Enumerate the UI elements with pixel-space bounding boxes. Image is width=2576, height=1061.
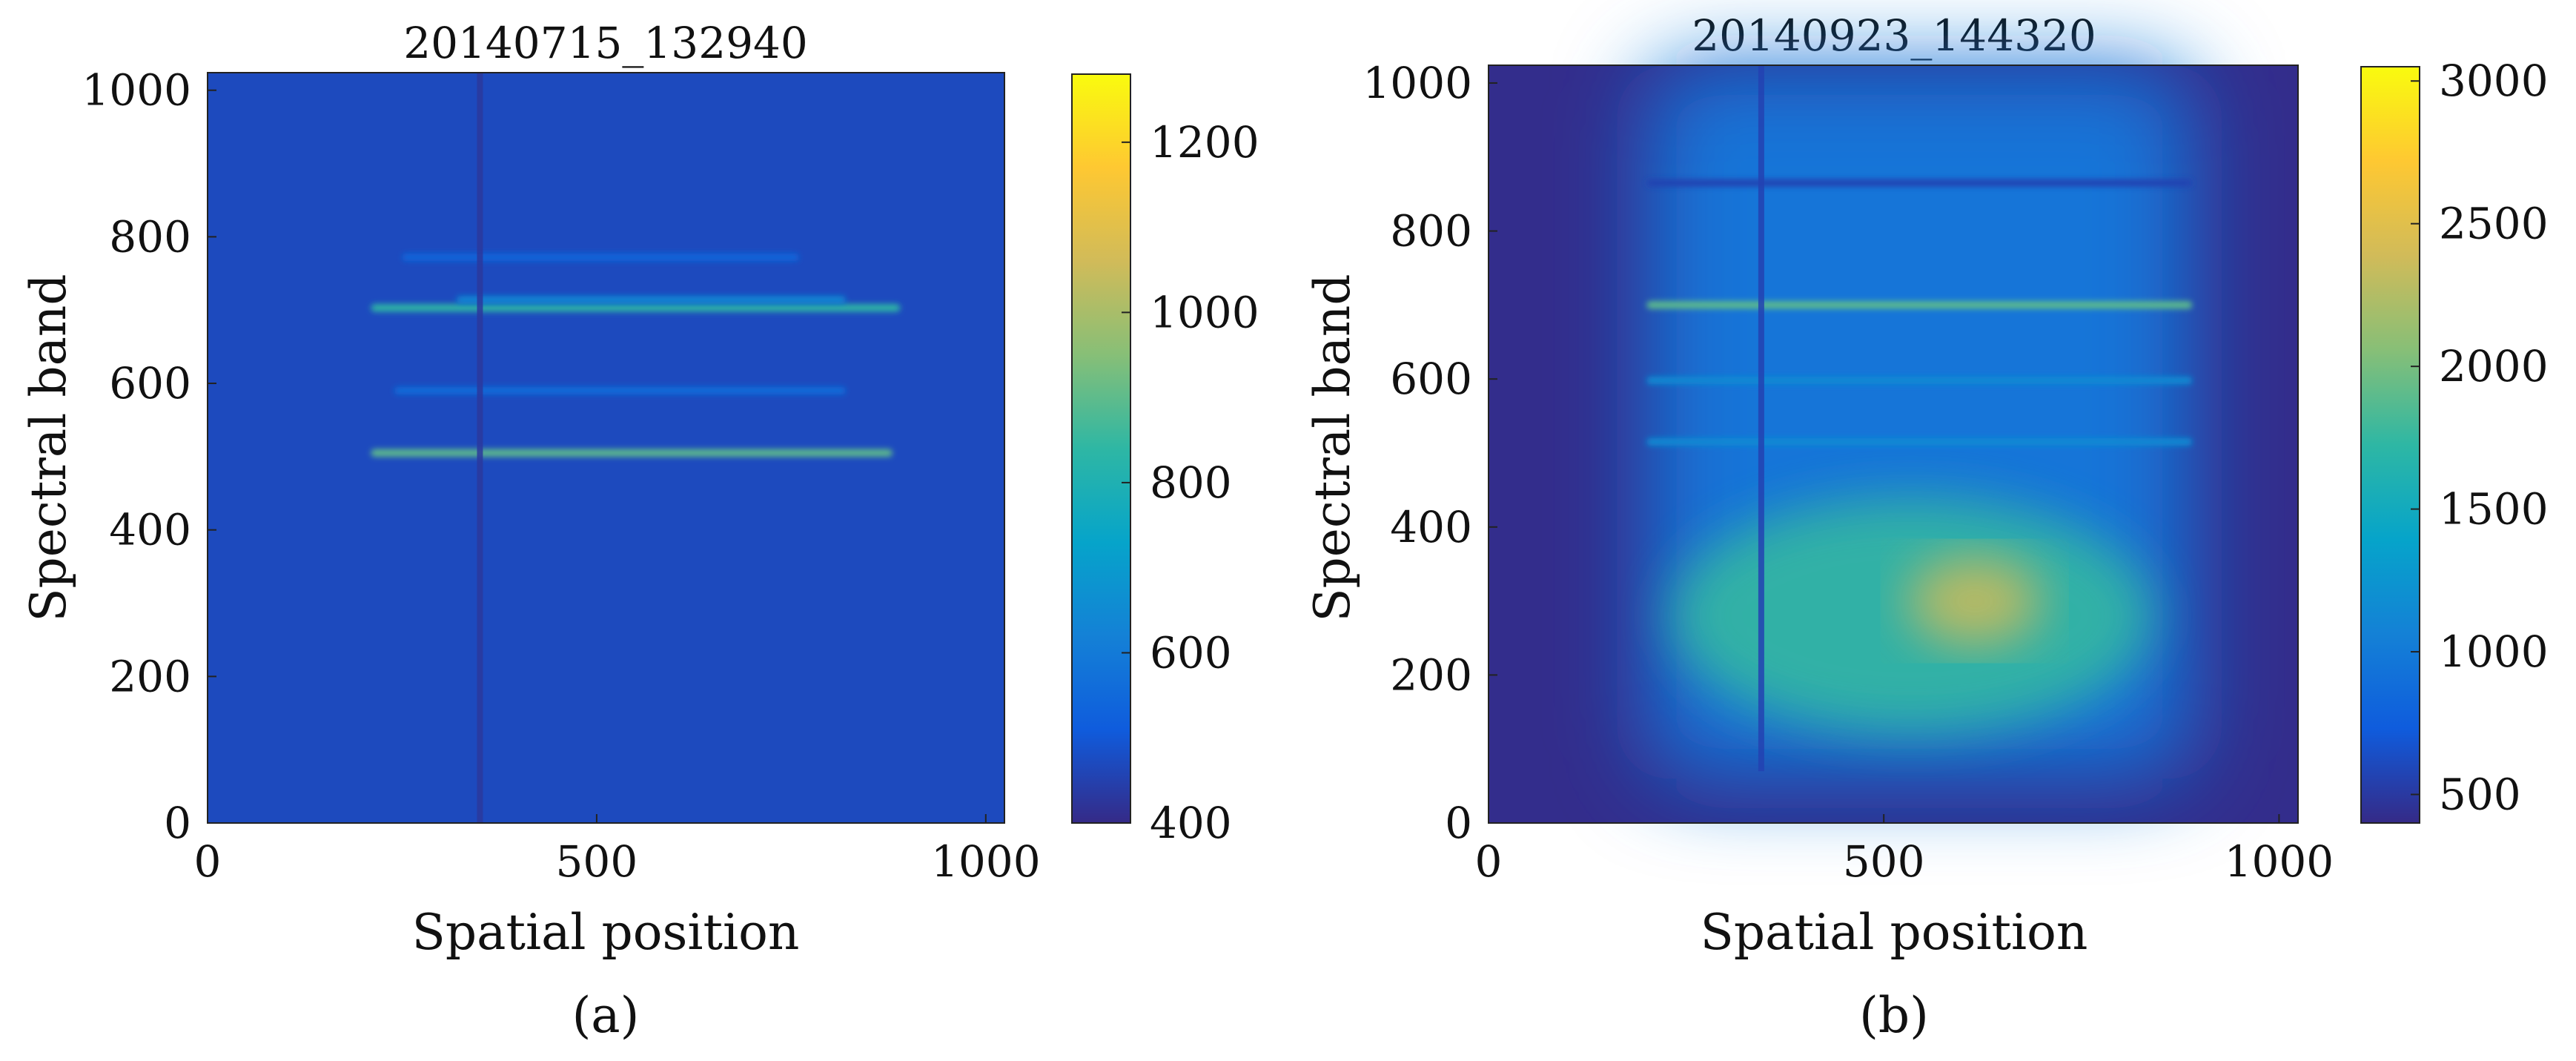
panel-b-ytick-label-3: 600: [1390, 354, 1472, 404]
panel-a-ytick-label-5: 1000: [82, 65, 191, 116]
panel-a-ylabel: Spectral band: [20, 274, 77, 621]
panel-a-band-1: [371, 304, 901, 312]
panel-a-xtick-label-1: 500: [556, 836, 638, 887]
panel-a-cbar-tick-label-0: 400: [1150, 798, 1232, 848]
panel-b-xtick-label-0: 0: [1475, 836, 1503, 887]
panel-a-colorbar-ticks: 400 600 800 1000 1200: [1122, 117, 1259, 848]
panel-b-yticks: 0 200 400 600 800 1000: [1363, 58, 1497, 848]
panel-a-band-0: [371, 449, 893, 457]
panel-b-heatmap: [1489, 65, 2298, 823]
panel-b-ytick-label-2: 400: [1390, 502, 1472, 552]
panel-a-ytick-label-1: 200: [109, 651, 191, 701]
panel-b-ytick-label-0: 0: [1445, 798, 1472, 848]
panel-b-cbar-tick-label-0: 500: [2439, 770, 2521, 820]
panel-a-heatmap: [208, 73, 1004, 823]
panel-a-xlabel: Spatial position: [412, 904, 800, 961]
panel-b-cbar-tick-label-3: 2000: [2439, 341, 2549, 391]
panel-a-background: [208, 73, 1004, 823]
panel-a: 20140715_132940 0 500 1000 0 200 400 600 800 10…: [20, 18, 1259, 1044]
panel-a-yticks: 0 200 400 600 800 1000: [82, 65, 216, 848]
panel-b-xtick-label-1: 500: [1843, 836, 1925, 887]
panel-b-band-0: [1646, 301, 2193, 309]
panel-b-band-2: [1646, 377, 2193, 385]
panel-a-frame: [207, 72, 1005, 824]
panel-b: 20140923_144320 0 500 1000 0 200 400 600 800 10…: [1304, 10, 2549, 1044]
panel-a-dark-column-0: [477, 73, 483, 823]
panel-a-label: (a): [572, 987, 640, 1044]
panel-b-band-3: [1646, 438, 2193, 446]
panel-b-cbar-tick-label-5: 3000: [2439, 56, 2549, 106]
panel-a-title: 20140715_132940: [403, 18, 808, 68]
panel-b-ytick-label-1: 200: [1390, 650, 1472, 700]
panel-b-cbar-tick-label-4: 2500: [2439, 199, 2549, 249]
panel-a-band-4: [402, 254, 799, 262]
panel-a-ytick-label-3: 600: [109, 358, 191, 409]
panel-b-cbar-tick-label-1: 1000: [2439, 627, 2549, 677]
panel-b-colorbar-ticks: 500 1000 1500 2000 2500 3000: [2411, 56, 2549, 820]
panel-b-label: (b): [1859, 987, 1929, 1044]
panel-a-colorbar: [1071, 73, 1131, 824]
panel-a-cbar-tick-label-2: 800: [1150, 457, 1232, 508]
panel-a-ytick-label-2: 400: [109, 505, 191, 555]
panel-a-xtick-label-0: 0: [194, 836, 222, 887]
panel-a-cbar-tick-label-4: 1200: [1150, 117, 1259, 168]
panel-b-ytick-label-4: 800: [1390, 206, 1472, 257]
panel-a-band-2: [456, 296, 846, 304]
panel-a-cbar-tick-label-3: 1000: [1150, 287, 1259, 337]
panel-b-band-1: [1646, 179, 2193, 187]
panel-a-band-3: [394, 386, 846, 394]
panel-b-blob-5: [1907, 556, 2042, 646]
panel-b-dark-column-0: [1758, 65, 1764, 772]
panel-b-frame: [1488, 65, 2299, 824]
panel-b-xticks: 0 500 1000: [1475, 814, 2334, 887]
panel-b-cbar-tick-label-2: 1500: [2439, 484, 2549, 535]
panel-b-xtick-label-2: 1000: [2225, 836, 2334, 887]
panel-a-ytick-label-0: 0: [164, 798, 191, 848]
panel-a-cbar-tick-label-1: 600: [1150, 627, 1232, 678]
panel-a-xtick-label-2: 1000: [931, 836, 1041, 887]
panel-a-ytick-label-4: 800: [109, 211, 191, 262]
panel-a-xticks: 0 500 1000: [194, 814, 1041, 887]
panel-b-ylabel: Spectral band: [1304, 274, 1361, 621]
panel-b-title: 20140923_144320: [1692, 10, 2096, 61]
panel-b-colorbar: [2360, 66, 2420, 824]
panel-b-ytick-label-5: 1000: [1363, 58, 1472, 108]
panel-b-xlabel: Spatial position: [1701, 904, 2088, 961]
